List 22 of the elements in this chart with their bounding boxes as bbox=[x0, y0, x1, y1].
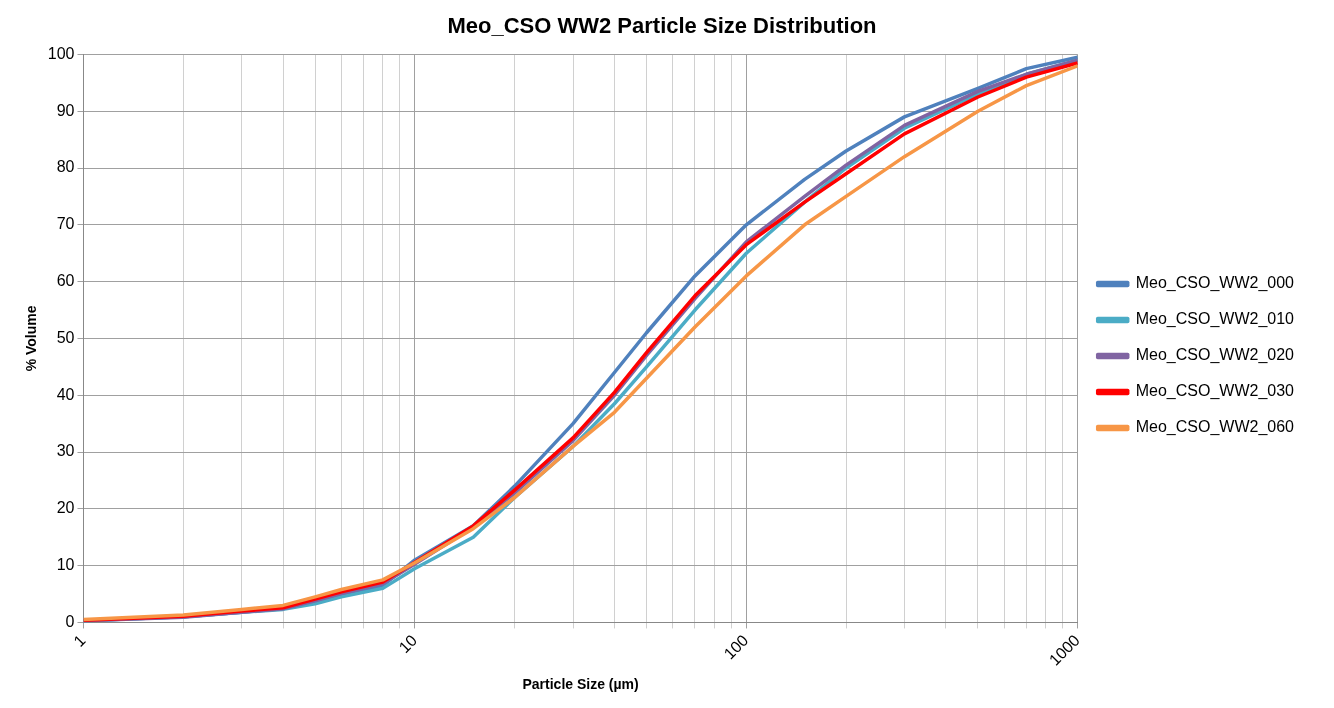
chart-title: Meo_CSO WW2 Particle Size Distribution bbox=[447, 13, 877, 39]
y-axis-title: % Volume bbox=[23, 305, 40, 372]
y-tick-label: 30 bbox=[56, 442, 75, 460]
y-tick-label: 20 bbox=[56, 499, 75, 517]
x-tick-label: 100 bbox=[720, 631, 752, 663]
legend-label: Meo_CSO_WW2_010 bbox=[1135, 310, 1295, 329]
y-tick-label: 100 bbox=[47, 44, 75, 62]
legend-label: Meo_CSO_WW2_030 bbox=[1135, 382, 1295, 401]
y-tick-label: 40 bbox=[56, 385, 75, 403]
y-tick-label: 90 bbox=[56, 101, 75, 119]
y-tick-label: 10 bbox=[56, 556, 75, 574]
legend-label: Meo_CSO_WW2_020 bbox=[1135, 346, 1295, 365]
y-tick-label: 50 bbox=[56, 328, 75, 346]
legend-label: Meo_CSO_WW2_060 bbox=[1135, 418, 1295, 437]
y-tick-label: 80 bbox=[56, 158, 75, 176]
x-tick-label: 10 bbox=[395, 631, 421, 657]
y-tick-label: 0 bbox=[65, 612, 75, 630]
x-tick-label: 1 bbox=[70, 631, 89, 650]
legend-label: Meo_CSO_WW2_000 bbox=[1135, 274, 1295, 293]
y-tick-label: 60 bbox=[56, 272, 75, 290]
y-tick-label: 70 bbox=[56, 215, 75, 233]
x-axis-title: Particle Size (µm) bbox=[522, 676, 639, 693]
